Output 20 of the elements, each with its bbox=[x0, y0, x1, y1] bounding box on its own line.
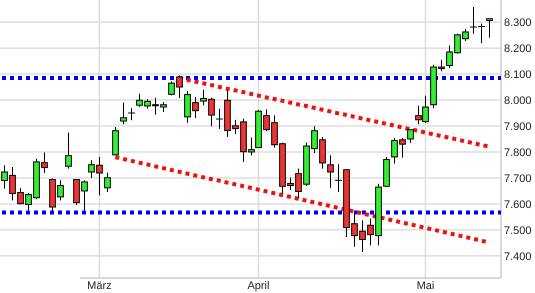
x-tick-label: März bbox=[87, 280, 112, 292]
y-tick-label: 8.200 bbox=[504, 42, 532, 55]
candlestick bbox=[104, 172, 111, 192]
candlestick bbox=[327, 154, 334, 188]
y-tick-label: 8.300 bbox=[504, 16, 532, 29]
x-tick-label: Mai bbox=[416, 280, 434, 292]
y-tick-label: 7.700 bbox=[504, 172, 532, 185]
y-tick-label: 7.900 bbox=[504, 120, 532, 133]
y-tick-label: 7.800 bbox=[504, 146, 532, 159]
y-tick-label: 7.600 bbox=[504, 198, 532, 211]
y-tick-label: 8.000 bbox=[504, 94, 532, 107]
candlestick bbox=[128, 108, 135, 121]
candlestick bbox=[120, 102, 127, 125]
candlestick bbox=[65, 132, 72, 170]
candlestick bbox=[407, 129, 414, 144]
candlestick bbox=[486, 18, 493, 38]
x-tick-label: April bbox=[247, 280, 270, 292]
y-tick-label: 7.400 bbox=[504, 250, 532, 263]
y-tick-label: 7.500 bbox=[504, 224, 532, 237]
y-tick-label: 8.100 bbox=[504, 68, 532, 81]
